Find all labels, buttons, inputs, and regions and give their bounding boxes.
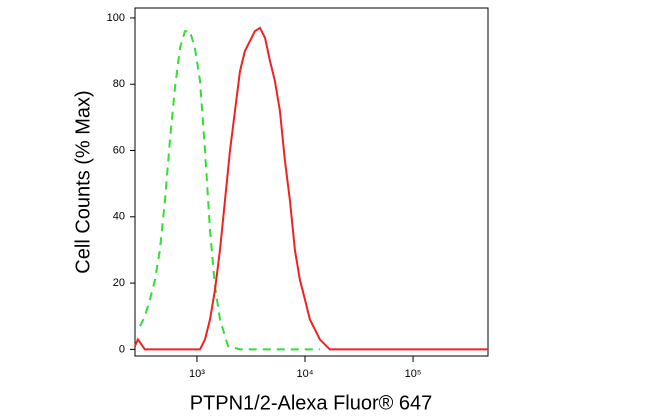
y-tick-label: 60 [113, 144, 125, 156]
x-tick-label: 10⁵ [405, 368, 422, 380]
series-line [134, 26, 488, 351]
series-line [139, 30, 320, 351]
x-tick-label: 10³ [189, 368, 205, 380]
y-tick-label: 80 [113, 78, 125, 90]
y-axis-label: Cell Counts (% Max) [72, 90, 94, 273]
x-tick-label: 10⁴ [297, 368, 314, 380]
plot-frame [134, 7, 489, 357]
y-tick-label: 0 [119, 343, 125, 355]
y-tick-label: 100 [107, 12, 125, 24]
y-tick-label: 20 [113, 277, 125, 289]
x-axis-label: PTPN1/2-Alexa Fluor® 647 [190, 392, 433, 414]
y-tick-label: 40 [113, 211, 125, 223]
